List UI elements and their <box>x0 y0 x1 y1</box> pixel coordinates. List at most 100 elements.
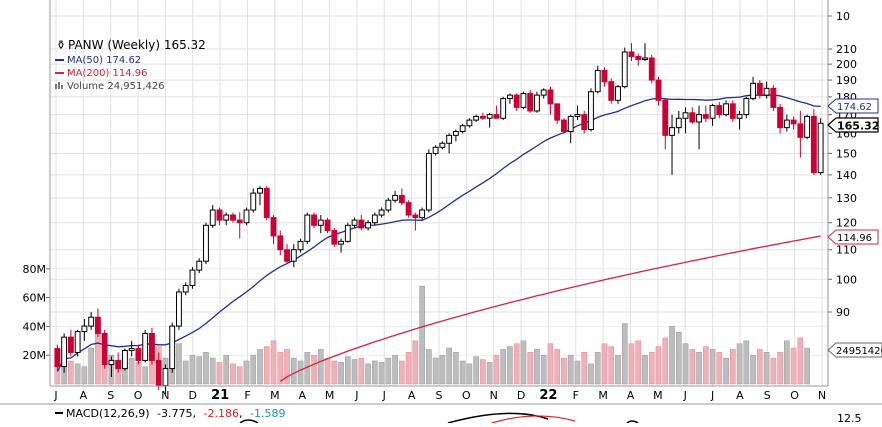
candle-body <box>723 103 729 116</box>
candle-body <box>500 98 507 119</box>
volume-bar <box>554 349 561 385</box>
time-tick-label: F <box>244 389 250 402</box>
volume-bar <box>378 362 385 385</box>
candle-body <box>459 125 466 132</box>
volume-bar <box>534 349 540 385</box>
candle-body <box>277 235 284 251</box>
time-axis: J A S O N D 21 F M A M J J A S O N D 22 F M A M J J A S O N <box>53 388 826 403</box>
candle-body <box>777 106 784 129</box>
candle-body <box>601 69 608 83</box>
candle-body <box>554 103 561 121</box>
candle-body <box>223 214 230 221</box>
candle-body <box>486 114 493 119</box>
candle-body <box>54 348 61 368</box>
candle-body <box>392 194 399 201</box>
price-tick-label: 10 <box>836 10 850 23</box>
candle-body <box>689 112 696 123</box>
volume-bar <box>419 285 425 385</box>
volume-bar <box>142 366 149 385</box>
candle-body <box>169 325 176 370</box>
price-tick-label: 90 <box>836 306 850 319</box>
ma200-badge: 114.96 <box>827 229 879 245</box>
candle-body <box>344 224 351 242</box>
time-tick-label: N <box>490 389 498 402</box>
volume-bar <box>426 349 432 385</box>
candle-body <box>716 105 723 116</box>
candle-body <box>284 249 290 262</box>
candle-body <box>351 219 358 226</box>
volume-bar <box>412 340 419 385</box>
volume-bar <box>581 352 588 385</box>
volume-badge-text: 24951426 <box>836 346 882 357</box>
candle-body <box>419 209 426 219</box>
volume-bar <box>716 352 723 385</box>
time-tick-label: 21 <box>211 388 229 403</box>
candle-body <box>74 331 81 353</box>
candle-body <box>682 112 689 119</box>
candle-body <box>594 69 601 93</box>
volume-bar <box>669 326 675 385</box>
candle-body <box>763 87 770 96</box>
candle-body <box>317 219 324 226</box>
volume-bar <box>763 352 770 385</box>
candle-body <box>432 146 439 154</box>
candle-body <box>696 114 702 123</box>
volume-bar <box>480 359 486 385</box>
candle-body <box>770 87 777 108</box>
volume-bar <box>466 363 473 385</box>
time-tick-label: O <box>134 389 143 402</box>
volume-bar <box>459 360 466 385</box>
candle-body <box>121 350 128 370</box>
time-tick-label: O <box>790 389 799 402</box>
volume-bar <box>399 360 405 385</box>
candle-body <box>263 187 270 219</box>
candle-body <box>257 187 263 194</box>
candle-body <box>642 57 648 61</box>
macd-label: MACD(12,26,9) <box>66 407 150 420</box>
volume-bar <box>588 363 594 385</box>
volume-bar <box>446 347 452 385</box>
volume-bar <box>216 362 223 385</box>
volume-bar <box>230 363 236 385</box>
candle-body <box>756 82 763 96</box>
candle-body <box>61 336 68 368</box>
candle-body <box>115 359 122 370</box>
candle-body <box>250 192 257 211</box>
volume-bar <box>331 360 338 385</box>
candle-body <box>797 123 804 138</box>
volume-bar <box>696 352 702 385</box>
candle-body <box>635 55 642 61</box>
candle-body <box>804 115 811 138</box>
volume-bar <box>392 354 398 385</box>
volume-bar <box>797 337 804 385</box>
price-tick-label: 190 <box>836 74 857 87</box>
candle-body <box>527 92 534 112</box>
candle-body <box>290 249 297 262</box>
volume-bar <box>662 337 669 385</box>
price-tick-label: 110 <box>836 244 857 257</box>
price-badge-text: 165.32 <box>837 120 879 133</box>
time-tick-label: S <box>107 389 114 402</box>
volume-bar <box>770 357 777 385</box>
candle-body <box>817 122 824 174</box>
candle-body <box>729 103 736 119</box>
candle-body <box>331 230 338 245</box>
candle-body <box>94 316 101 334</box>
volume-bar <box>635 340 642 385</box>
candle-body <box>385 199 392 211</box>
time-tick-label: M <box>598 389 608 402</box>
macd-line <box>447 412 549 424</box>
volume-badge: 24951426 <box>827 342 882 358</box>
price-tick-label: 130 <box>836 192 857 205</box>
candle-body <box>365 222 372 229</box>
candle-body <box>311 214 317 226</box>
volume-bar <box>513 343 520 385</box>
volume-bar <box>182 360 189 385</box>
ma50-badge-text: 174.62 <box>837 102 872 113</box>
candle-body <box>790 119 797 125</box>
volume-bar <box>351 359 358 385</box>
time-tick-label: J <box>382 389 386 402</box>
candle-body <box>81 325 88 333</box>
volume-bar <box>527 352 534 385</box>
